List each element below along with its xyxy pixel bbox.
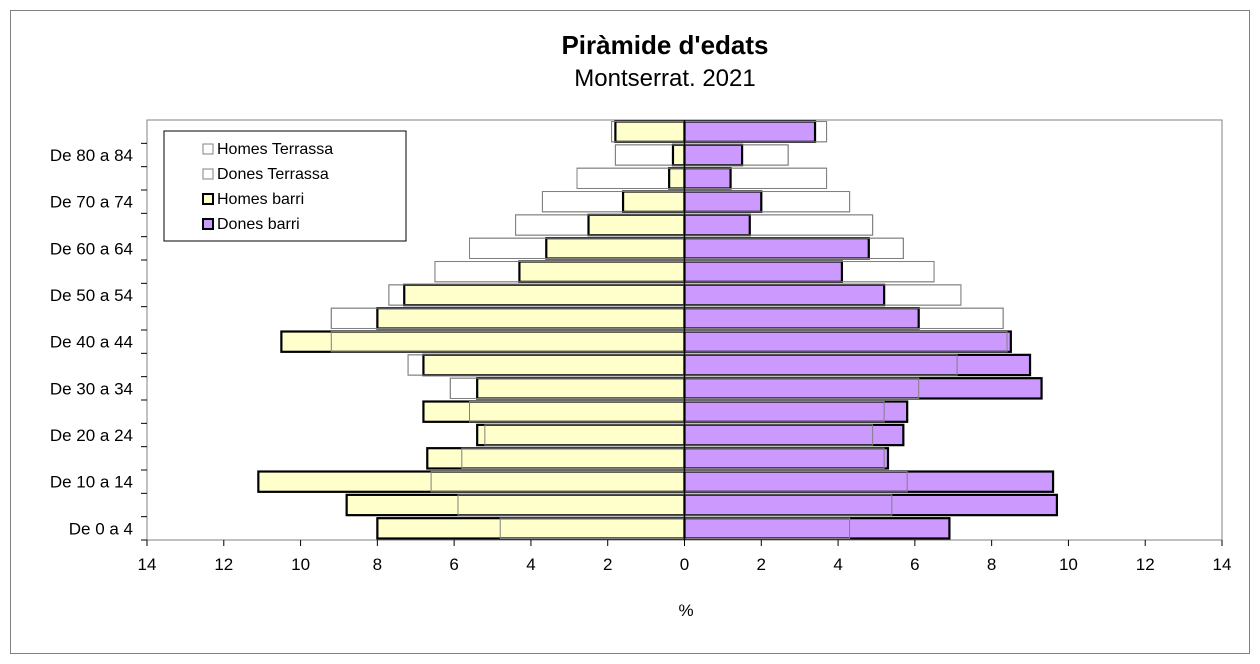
- bar-dones-barri-2: [683, 493, 1059, 517]
- bar-homes-barri-7: [476, 377, 686, 400]
- x-tick-label: 12: [1136, 555, 1155, 574]
- y-tick-label: De 10 a 14: [50, 473, 133, 492]
- y-tick-label: De 50 a 54: [50, 286, 133, 305]
- bar-dones-barri-9: [683, 330, 1012, 353]
- bar-dones-barri-10: [683, 307, 920, 330]
- bar-dones-barri-1: [683, 517, 951, 540]
- y-tick-label: De 30 a 34: [50, 379, 133, 398]
- bar-homes-barri-9: [280, 330, 686, 353]
- bar-homes-barri-11: [403, 283, 686, 307]
- chart-title: Piràmide d'edats: [561, 30, 768, 60]
- bar-dones-barri-7: [683, 377, 1043, 400]
- bar-homes-barri-1: [376, 517, 686, 540]
- x-tick-label: 10: [1059, 555, 1078, 574]
- bar-dones-barri-8: [683, 353, 1032, 377]
- bar-dones-barri-13: [683, 237, 870, 260]
- x-tick-label: 6: [449, 555, 458, 574]
- bar-dones-barri-17: [683, 143, 744, 167]
- y-tick-label: De 70 a 74: [50, 193, 133, 212]
- x-tick-label: 0: [680, 555, 689, 574]
- bar-dones-barri-18: [683, 120, 817, 143]
- legend-swatch: [202, 143, 214, 155]
- legend-swatch: [202, 168, 214, 180]
- bar-homes-barri-5: [476, 423, 686, 447]
- y-tick-label: De 40 a 44: [50, 333, 133, 352]
- legend: Homes Terrassa Dones Terrassa Homes barri D…: [163, 130, 407, 242]
- bar-homes-barri-14: [587, 213, 686, 237]
- bar-homes-barri-13: [545, 237, 686, 260]
- bar-homes-barri-8: [422, 353, 686, 377]
- series-homes-terrassa-overlay: [330, 121, 686, 539]
- bar-homes-barri-3: [257, 470, 686, 493]
- y-tick-label: De 60 a 64: [50, 239, 133, 258]
- legend-label: Dones barri: [217, 216, 300, 233]
- bar-dones-barri-6: [683, 400, 909, 423]
- x-tick-label: 12: [214, 555, 233, 574]
- bar-dones-barri-15: [683, 190, 763, 213]
- x-tick-label: 6: [910, 555, 919, 574]
- bar-dones-barri-16: [683, 167, 732, 190]
- bar-homes-barri-6: [422, 400, 686, 423]
- legend-swatch: [202, 218, 214, 230]
- chart-subtitle: Montserrat. 2021: [574, 65, 755, 92]
- legend-label: Homes Terrassa: [217, 141, 333, 158]
- x-axis-label: %: [678, 601, 693, 620]
- bar-homes-barri-10: [376, 307, 686, 330]
- x-tick-label: 8: [373, 555, 382, 574]
- x-tick-label: 4: [833, 555, 842, 574]
- x-tick-label: 14: [1213, 555, 1232, 574]
- x-tick-label: 2: [757, 555, 766, 574]
- y-tick-label: De 20 a 24: [50, 426, 133, 445]
- bar-homes-barri-4: [426, 447, 686, 470]
- x-tick-label: 8: [987, 555, 996, 574]
- x-tick-label: 14: [138, 555, 157, 574]
- y-tick-label: De 0 a 4: [69, 519, 133, 538]
- bar-homes-barri-15: [621, 190, 686, 213]
- bar-homes-barri-12: [518, 260, 686, 283]
- y-tick-label: De 80 a 84: [50, 146, 133, 165]
- bar-dones-barri-11: [683, 283, 886, 307]
- x-tick-label: 10: [291, 555, 310, 574]
- bar-dones-barri-12: [683, 260, 844, 283]
- legend-label: Dones Terrassa: [217, 166, 329, 183]
- x-tick-label: 2: [603, 555, 612, 574]
- bar-dones-barri-14: [683, 213, 751, 237]
- bar-homes-barri-18: [614, 120, 686, 143]
- legend-label: Homes barri: [217, 191, 304, 208]
- legend-swatch: [202, 193, 214, 205]
- x-tick-label: 4: [526, 555, 535, 574]
- bar-homes-barri-16: [668, 167, 686, 190]
- bar-dones-barri-3: [683, 470, 1055, 493]
- bar-homes-barri-17: [671, 143, 686, 167]
- bar-homes-barri-2: [345, 493, 686, 517]
- bar-dones-barri-5: [683, 423, 905, 447]
- bar-dones-barri-4: [683, 447, 890, 470]
